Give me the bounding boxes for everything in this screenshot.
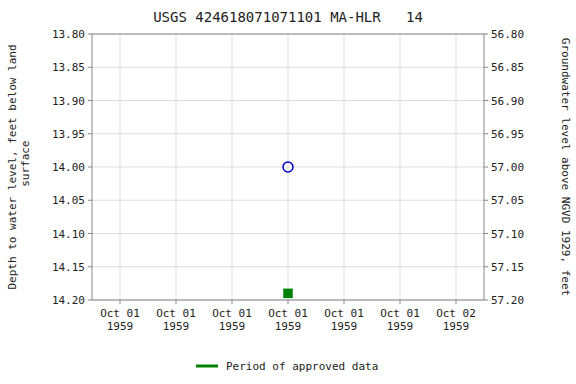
tick-label: 57.00 xyxy=(491,161,524,174)
tick-mark xyxy=(484,167,488,168)
tick-label: 14.00 xyxy=(52,161,85,174)
tick-label: 57.20 xyxy=(491,294,524,307)
tick-mark xyxy=(232,300,233,304)
tick-mark xyxy=(484,266,488,267)
tick-mark xyxy=(400,300,401,304)
chart: 13.80 13.85 13.90 13.95 14.00 14.05 14.10 14.15… xyxy=(0,0,576,384)
tick-label: 13.80 xyxy=(52,28,85,41)
tick-mark xyxy=(88,100,92,101)
point xyxy=(283,162,293,172)
x-axis: Oct 011959 Oct 011959 Oct 011959 Oct 011959… xyxy=(100,300,476,333)
tick-label: 56.90 xyxy=(491,95,524,108)
tick-label: 57.10 xyxy=(491,228,524,241)
legend-label: Period of approved data xyxy=(226,360,378,373)
grid-line xyxy=(176,34,177,300)
tick-label: 57.05 xyxy=(491,194,524,207)
y2-axis: 56.80 56.85 56.90 56.95 57.00 57.05 57.10 57.15… xyxy=(484,28,524,307)
y-axis-label: Depth to water level, feet below land su… xyxy=(6,44,32,289)
tick-mark xyxy=(484,100,488,101)
tick-label: 13.90 xyxy=(52,95,85,108)
tick-label: 56.80 xyxy=(491,28,524,41)
tick-mark xyxy=(344,300,345,304)
tick-label: 57.15 xyxy=(491,261,524,274)
tick-mark xyxy=(120,300,121,304)
tick-label: Oct 011959 xyxy=(100,307,140,333)
tick-label: Oct 011959 xyxy=(324,307,364,333)
tick-mark xyxy=(484,300,488,301)
tick-mark xyxy=(88,133,92,134)
tick-mark xyxy=(176,300,177,304)
tick-label: Oct 011959 xyxy=(380,307,420,333)
marks xyxy=(283,162,293,297)
grid-line xyxy=(456,34,457,300)
tick-mark xyxy=(484,133,488,134)
tick-mark xyxy=(484,34,488,35)
grid-line xyxy=(232,34,233,300)
legend: Period of approved data xyxy=(196,360,378,373)
tick-label: Oct 011959 xyxy=(268,307,308,333)
grid-line xyxy=(400,34,401,300)
tick-label: 14.10 xyxy=(52,228,85,241)
grid-line xyxy=(120,34,121,300)
point xyxy=(284,289,292,297)
tick-mark xyxy=(88,266,92,267)
tick-label: 14.15 xyxy=(52,261,85,274)
tick-label: 13.85 xyxy=(52,61,85,74)
tick-mark xyxy=(88,167,92,168)
tick-mark xyxy=(88,200,92,201)
tick-mark xyxy=(484,233,488,234)
tick-mark xyxy=(484,200,488,201)
tick-label: 14.20 xyxy=(52,294,85,307)
tick-mark xyxy=(456,300,457,304)
tick-label: Oct 011959 xyxy=(212,307,252,333)
tick-mark xyxy=(288,300,289,304)
grid-line xyxy=(288,34,289,300)
tick-label: 56.85 xyxy=(491,61,524,74)
legend-swatch xyxy=(196,365,218,368)
title: USGS 424618071071101 MA-HLR 14 xyxy=(153,9,423,25)
tick-label: 14.05 xyxy=(52,194,85,207)
tick-mark xyxy=(88,34,92,35)
tick-mark xyxy=(88,300,92,301)
y-axis: 13.80 13.85 13.90 13.95 14.00 14.05 14.10 14.15… xyxy=(52,28,92,307)
grid xyxy=(92,34,484,300)
tick-mark xyxy=(88,67,92,68)
y2-axis-label: Groundwater level above NGVD 1929, feet xyxy=(559,38,572,296)
plot-frame xyxy=(92,34,484,300)
tick-label: Oct 011959 xyxy=(156,307,196,333)
grid-line xyxy=(344,34,345,300)
tick-mark xyxy=(88,233,92,234)
tick-label: 56.95 xyxy=(491,128,524,141)
tick-label: 13.95 xyxy=(52,128,85,141)
tick-mark xyxy=(484,67,488,68)
tick-label: Oct 021959 xyxy=(436,307,476,333)
